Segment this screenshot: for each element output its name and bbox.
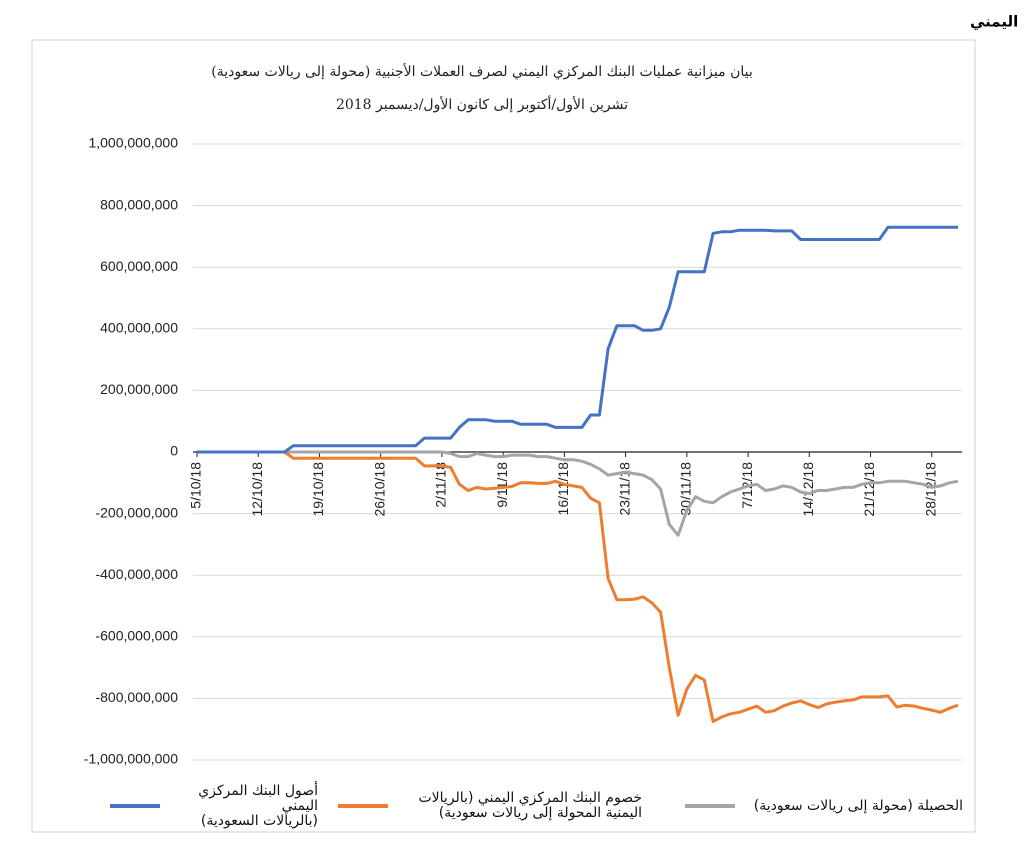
heading: بيان الميزانية لعمليات الصرف الأجنبي للب… — [970, 13, 1024, 32]
legend-label: خصوم البنك المركزي اليمني (بالريالات الي… — [418, 790, 642, 821]
x-tick-label: 28/12/18 — [922, 462, 938, 517]
chart-title: بيان ميزانية عمليات البنك المركزي اليمني… — [211, 62, 753, 80]
y-tick-label: -600,000,000 — [95, 628, 178, 644]
chart-frame — [31, 39, 976, 833]
y-tick-label: 1,000,000,000 — [88, 135, 178, 151]
x-tick-label: 30/11/18 — [678, 462, 694, 516]
y-tick-label: -1,000,000,000 — [84, 751, 178, 767]
x-tick-label: 5/10/18 — [188, 462, 204, 509]
x-tick-label: 12/10/18 — [249, 462, 265, 517]
y-tick-label: -400,000,000 — [95, 566, 178, 582]
x-tick-label: 26/10/18 — [371, 462, 387, 517]
series-line — [197, 450, 959, 723]
y-tick-label: -800,000,000 — [95, 689, 178, 705]
x-tick-label: 21/12/18 — [861, 462, 877, 517]
x-tick-label: 9/11/18 — [494, 462, 510, 508]
x-tick-label: 2/11/18 — [433, 462, 449, 508]
y-tick-label: 600,000,000 — [100, 258, 178, 274]
y-tick-label: 200,000,000 — [100, 381, 178, 397]
series-line — [197, 225, 958, 454]
legend-label: الحصيلة (محولة إلى ريالات سعودية) — [753, 797, 963, 814]
legend-label: أصول البنك المركزي اليمني (بالريالات الس… — [198, 782, 318, 829]
y-tick-label: 0 — [170, 443, 178, 459]
x-tick-label: 19/10/18 — [310, 462, 326, 517]
y-tick-label: 800,000,000 — [100, 196, 178, 212]
chart-subtitle: تشرين الأول/أكتوبر إلى كانون الأول/ديسمب… — [336, 94, 628, 113]
y-tick-label: 400,000,000 — [100, 320, 178, 336]
x-tick-label: 23/11/18 — [616, 462, 632, 516]
y-tick-label: -200,000,000 — [95, 504, 178, 520]
x-tick-label: 16/11/18 — [555, 462, 571, 516]
series-line — [197, 450, 959, 537]
x-tick-label: 14/12/18 — [800, 462, 816, 517]
